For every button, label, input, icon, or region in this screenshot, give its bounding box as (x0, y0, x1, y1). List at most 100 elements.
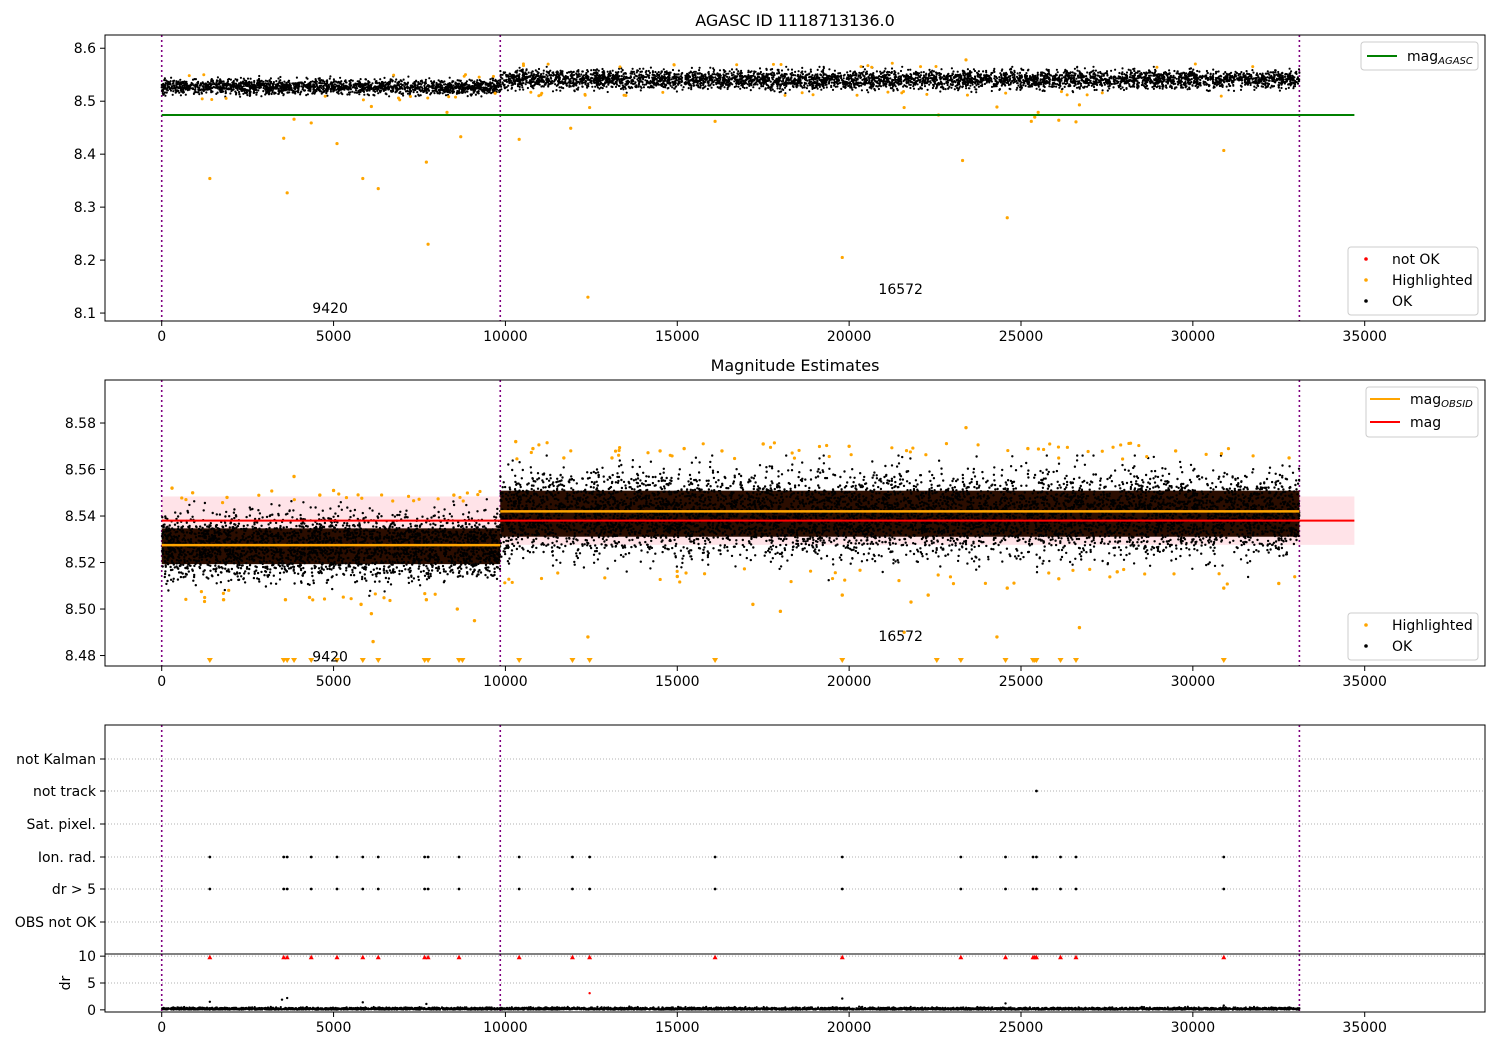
legend-marker-swatch (1364, 299, 1368, 303)
ok-points (161, 1005, 1301, 1011)
flag-point (208, 887, 212, 891)
flag-point (588, 855, 592, 859)
highlighted-point (610, 456, 614, 460)
highlighted-point (1119, 443, 1123, 447)
y-tick-label: 8.52 (65, 556, 96, 572)
highlighted-point (344, 495, 349, 500)
highlighted-point (1108, 575, 1112, 579)
flag-point (840, 855, 844, 859)
highlighted-point (517, 137, 521, 141)
highlighted-point (376, 186, 380, 191)
below-range-marker (516, 658, 523, 663)
highlighted-point (510, 580, 514, 585)
flag-point (1031, 887, 1035, 891)
below-range-marker (712, 658, 719, 663)
highlighted-point (902, 105, 906, 110)
highlighted-point (529, 450, 533, 455)
flag-point (1035, 855, 1038, 859)
highlighted-point (396, 96, 400, 100)
panel-dr: 0 5000 10000 15000 20000 25000 30000 350000510 … (58, 949, 1486, 1036)
highlighted-point (811, 93, 815, 97)
highlighted-point (514, 439, 518, 444)
legend-label: Highlighted (1392, 273, 1473, 289)
below-range-marker (933, 658, 940, 663)
highlighted-point (897, 578, 901, 583)
highlighted-point (210, 98, 214, 102)
highlighted-point (341, 595, 345, 599)
highlighted-point (617, 453, 621, 457)
highlighted-point (285, 191, 289, 195)
highlighted-point (800, 91, 804, 95)
flag-point (208, 855, 212, 859)
highlighted-point (208, 176, 212, 181)
clipped-dr-marker (839, 954, 845, 960)
clipped-dr-marker (1033, 954, 1039, 960)
highlighted-point (1115, 570, 1119, 574)
obsid-label: 9420 (312, 301, 348, 317)
highlighted-point (925, 92, 929, 96)
highlighted-point (493, 91, 497, 95)
legend-label: Highlighted (1392, 618, 1473, 634)
highlighted-point (349, 597, 353, 601)
highlighted-point (1077, 103, 1082, 107)
highlighted-point (426, 96, 430, 100)
highlighted-point (369, 104, 373, 109)
highlighted-point (537, 443, 541, 447)
highlighted-point (1287, 456, 1291, 460)
y-axis-label: dr (58, 975, 74, 990)
highlighted-point (1036, 110, 1040, 114)
x-tick-label: 10000 (483, 329, 528, 345)
highlighted-point (586, 295, 590, 299)
highlighted-point (1251, 454, 1255, 458)
highlighted-point (371, 639, 375, 644)
highlighted-point (521, 64, 525, 68)
highlighted-point (684, 571, 688, 575)
highlighted-point (476, 492, 480, 497)
dr-outlier-point (841, 997, 844, 1000)
dr-outlier-point (208, 1000, 212, 1003)
highlighted-point (772, 441, 777, 445)
highlighted-point (768, 445, 773, 449)
highlighted-point (1042, 447, 1046, 452)
highlighted-point (588, 105, 592, 110)
below-range-marker (334, 658, 341, 663)
highlighted-point (180, 496, 184, 500)
highlighted-point (858, 568, 862, 572)
highlighted-point (789, 579, 793, 584)
highlighted-point (909, 600, 913, 604)
highlighted-point (1012, 581, 1016, 585)
flag-point (423, 855, 427, 859)
highlighted-point (436, 497, 440, 501)
highlighted-point (417, 497, 421, 501)
legend-marker-swatch (1364, 257, 1368, 261)
flag-point (571, 887, 574, 891)
highlighted-point (618, 65, 622, 69)
x-tick-label: 0 (157, 329, 166, 345)
below-range-marker (291, 658, 298, 663)
clipped-dr-marker (207, 954, 213, 960)
clipped-dr-marker (375, 954, 381, 960)
highlighted-point (539, 576, 544, 581)
flag-point (713, 887, 717, 891)
flag-point (376, 855, 380, 859)
x-tick-label: 25000 (999, 1020, 1044, 1036)
highlighted-point (1057, 456, 1061, 460)
highlighted-point (983, 581, 988, 586)
y-tick-label: 8.3 (74, 200, 96, 216)
below-range-marker (1057, 658, 1064, 663)
flag-category-label: not track (33, 784, 97, 800)
below-range-marker (206, 658, 213, 663)
highlighted-point (503, 581, 507, 585)
legend-frame (1360, 41, 1479, 71)
highlighted-point (1085, 93, 1089, 97)
highlighted-point (360, 496, 364, 500)
highlighted-point (200, 97, 204, 101)
flag-point (517, 887, 521, 891)
highlighted-point (529, 90, 533, 94)
flag-point (588, 887, 592, 891)
highlighted-point (840, 255, 844, 260)
highlighted-point (472, 618, 477, 623)
highlighted-point (225, 495, 229, 500)
highlighted-point (454, 95, 458, 99)
highlighted-point (778, 609, 783, 614)
